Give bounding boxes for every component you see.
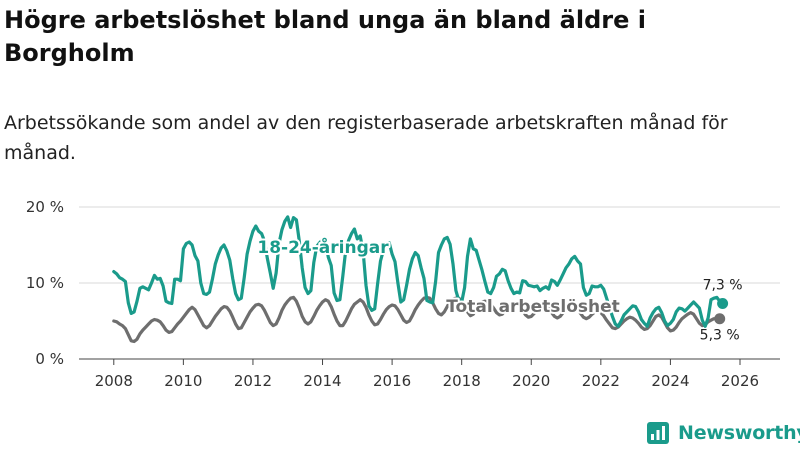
y-axis: 0 % 10 % 20 % xyxy=(26,198,64,368)
series-label-youth: 18-24-åringar xyxy=(257,236,389,258)
y-tick-label: 10 % xyxy=(26,274,64,292)
x-tick-label: 2010 xyxy=(164,372,202,390)
end-point-youth xyxy=(717,298,729,310)
x-tick-label: 2022 xyxy=(582,372,620,390)
newsworthy-logo-icon xyxy=(647,422,669,444)
newsworthy-brand[interactable]: Newsworthy xyxy=(646,418,800,448)
chart-subtitle: Arbetssökande som andel av den registerb… xyxy=(4,112,728,164)
x-tick-label: 2018 xyxy=(443,372,481,390)
series-line-total xyxy=(112,295,722,344)
x-tick-label: 2020 xyxy=(512,372,550,390)
series-label-total: Total arbetslöshet xyxy=(446,297,620,317)
chart-title: Högre arbetslöshet bland unga än bland ä… xyxy=(4,6,646,67)
series-labels: 7,3 % 5,3 % 18-24-åringar Total arbetslöshe… xyxy=(255,234,743,344)
y-tick-label: 0 % xyxy=(35,350,64,368)
series-lines xyxy=(112,215,725,344)
series-line-youth xyxy=(112,215,725,328)
x-tick-label: 2014 xyxy=(303,372,341,390)
x-tick-label: 2026 xyxy=(721,372,759,390)
x-tick-label: 2012 xyxy=(234,372,272,390)
x-tick-label: 2008 xyxy=(95,372,133,390)
x-tick-label: 2024 xyxy=(651,372,689,390)
y-tick-label: 20 % xyxy=(26,198,64,216)
end-value-label-youth: 7,3 % xyxy=(703,278,743,294)
end-point-total xyxy=(714,313,726,325)
x-tick-label: 2016 xyxy=(373,372,411,390)
gridlines xyxy=(79,206,780,360)
x-axis: 2008 2010 2012 2014 2016 2018 2020 2022 2024 2026 xyxy=(95,359,759,390)
brand-name: Newsworthy xyxy=(678,422,800,444)
end-value-label-total: 5,3 % xyxy=(700,328,740,344)
